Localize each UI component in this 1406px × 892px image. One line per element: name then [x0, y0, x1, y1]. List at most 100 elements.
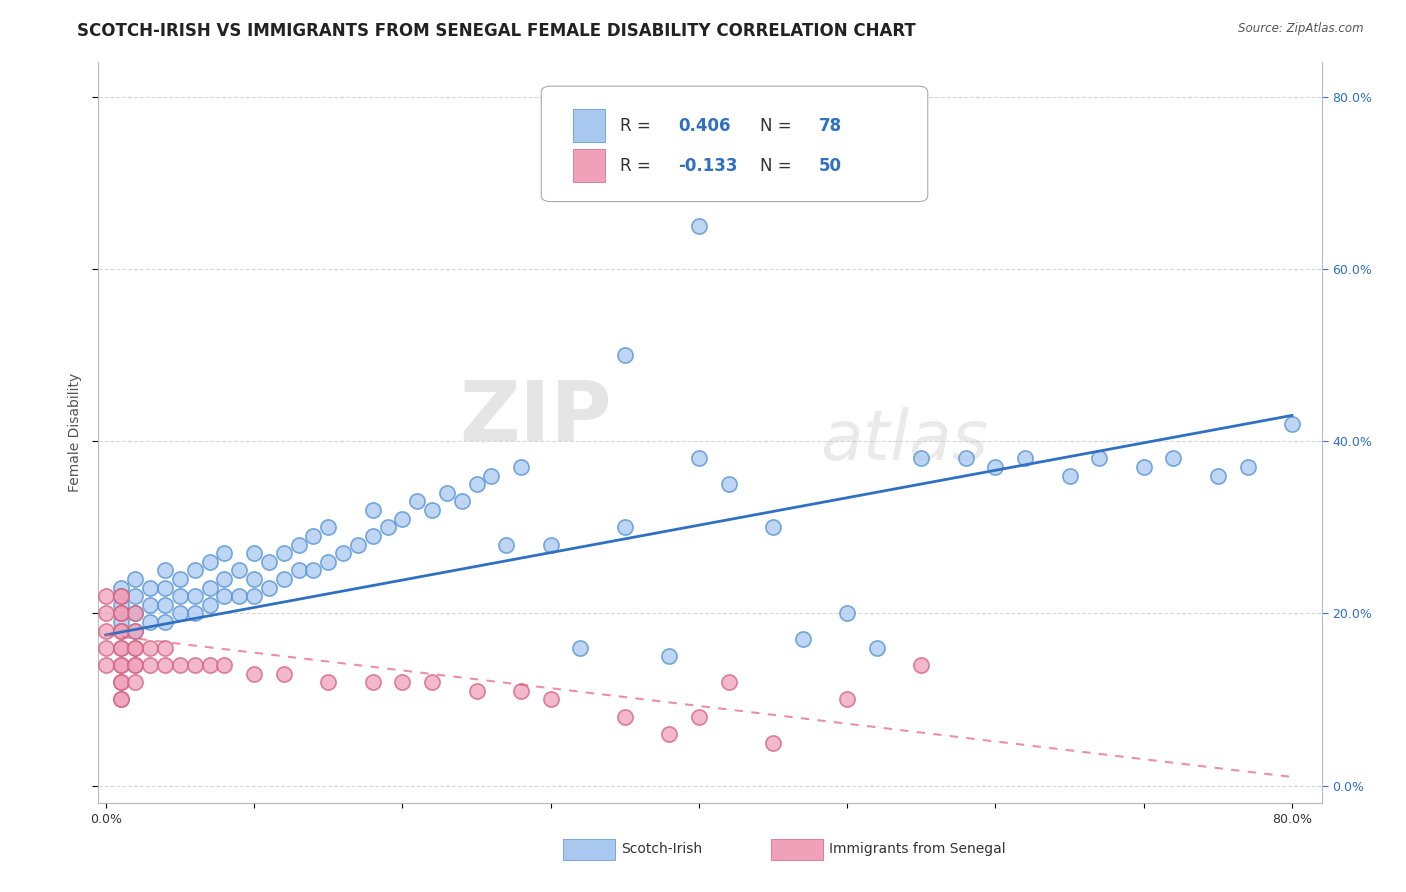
Point: [450, 494, 472, 508]
Point: [110, 675, 132, 690]
Point: [139, 581, 162, 595]
Point: [243, 546, 266, 560]
Point: [184, 563, 207, 577]
Point: [688, 451, 710, 466]
Point: [110, 598, 132, 612]
Point: [139, 658, 162, 673]
Point: [1088, 451, 1111, 466]
Point: [184, 607, 207, 621]
Point: [243, 572, 266, 586]
Point: [94, 624, 117, 638]
Point: [184, 658, 207, 673]
Point: [228, 563, 250, 577]
Point: [124, 640, 146, 655]
Point: [124, 658, 146, 673]
Point: [406, 494, 429, 508]
Point: [658, 649, 681, 664]
Point: [613, 520, 636, 534]
Text: Source: ZipAtlas.com: Source: ZipAtlas.com: [1239, 22, 1364, 36]
Point: [243, 666, 266, 681]
Point: [540, 692, 562, 706]
Point: [94, 607, 117, 621]
Point: [214, 589, 236, 603]
Text: 0.406: 0.406: [678, 117, 731, 135]
Point: [792, 632, 814, 647]
Point: [837, 692, 859, 706]
Point: [257, 555, 280, 569]
Text: Scotch-Irish: Scotch-Irish: [620, 842, 702, 856]
Point: [169, 572, 191, 586]
Point: [316, 520, 339, 534]
Point: [420, 503, 443, 517]
Point: [110, 658, 132, 673]
Point: [257, 581, 280, 595]
Point: [688, 709, 710, 723]
Point: [540, 537, 562, 551]
Point: [569, 640, 592, 655]
Point: [391, 675, 413, 690]
Point: [1163, 451, 1185, 466]
Point: [94, 640, 117, 655]
Bar: [564, 839, 614, 860]
Point: [436, 486, 458, 500]
Point: [124, 607, 146, 621]
Point: [214, 546, 236, 560]
Point: [465, 477, 488, 491]
Point: [273, 666, 295, 681]
Point: [1281, 417, 1303, 431]
Point: [316, 555, 339, 569]
Point: [613, 348, 636, 362]
Point: [198, 555, 221, 569]
Point: [420, 675, 443, 690]
Point: [287, 537, 309, 551]
Point: [110, 640, 132, 655]
Point: [184, 589, 207, 603]
Point: [139, 640, 162, 655]
Point: [110, 624, 132, 638]
Point: [169, 589, 191, 603]
Text: R =: R =: [620, 117, 655, 135]
Point: [139, 615, 162, 629]
Point: [110, 607, 132, 621]
Text: SCOTCH-IRISH VS IMMIGRANTS FROM SENEGAL FEMALE DISABILITY CORRELATION CHART: SCOTCH-IRISH VS IMMIGRANTS FROM SENEGAL …: [77, 22, 917, 40]
Point: [110, 692, 132, 706]
Point: [910, 658, 932, 673]
Point: [273, 572, 295, 586]
Text: N =: N =: [761, 157, 797, 175]
Point: [153, 598, 176, 612]
Point: [717, 675, 740, 690]
Point: [228, 589, 250, 603]
Point: [110, 589, 132, 603]
Point: [910, 451, 932, 466]
Point: [287, 563, 309, 577]
Point: [1132, 460, 1154, 475]
Point: [510, 460, 533, 475]
Point: [465, 684, 488, 698]
Point: [139, 598, 162, 612]
Point: [153, 640, 176, 655]
Point: [273, 546, 295, 560]
Point: [124, 640, 146, 655]
Point: [361, 675, 384, 690]
Point: [1014, 451, 1036, 466]
Point: [347, 537, 370, 551]
Point: [302, 529, 325, 543]
Point: [302, 563, 325, 577]
Point: [110, 692, 132, 706]
Point: [762, 735, 785, 749]
Point: [124, 658, 146, 673]
Point: [110, 624, 132, 638]
Point: [391, 512, 413, 526]
Point: [510, 684, 533, 698]
Point: [110, 675, 132, 690]
Point: [1236, 460, 1258, 475]
Point: [316, 675, 339, 690]
Point: [688, 219, 710, 233]
Text: 50: 50: [818, 157, 842, 175]
Point: [479, 468, 502, 483]
Point: [198, 581, 221, 595]
Point: [153, 615, 176, 629]
Text: N =: N =: [761, 117, 797, 135]
Bar: [772, 839, 823, 860]
Point: [198, 598, 221, 612]
